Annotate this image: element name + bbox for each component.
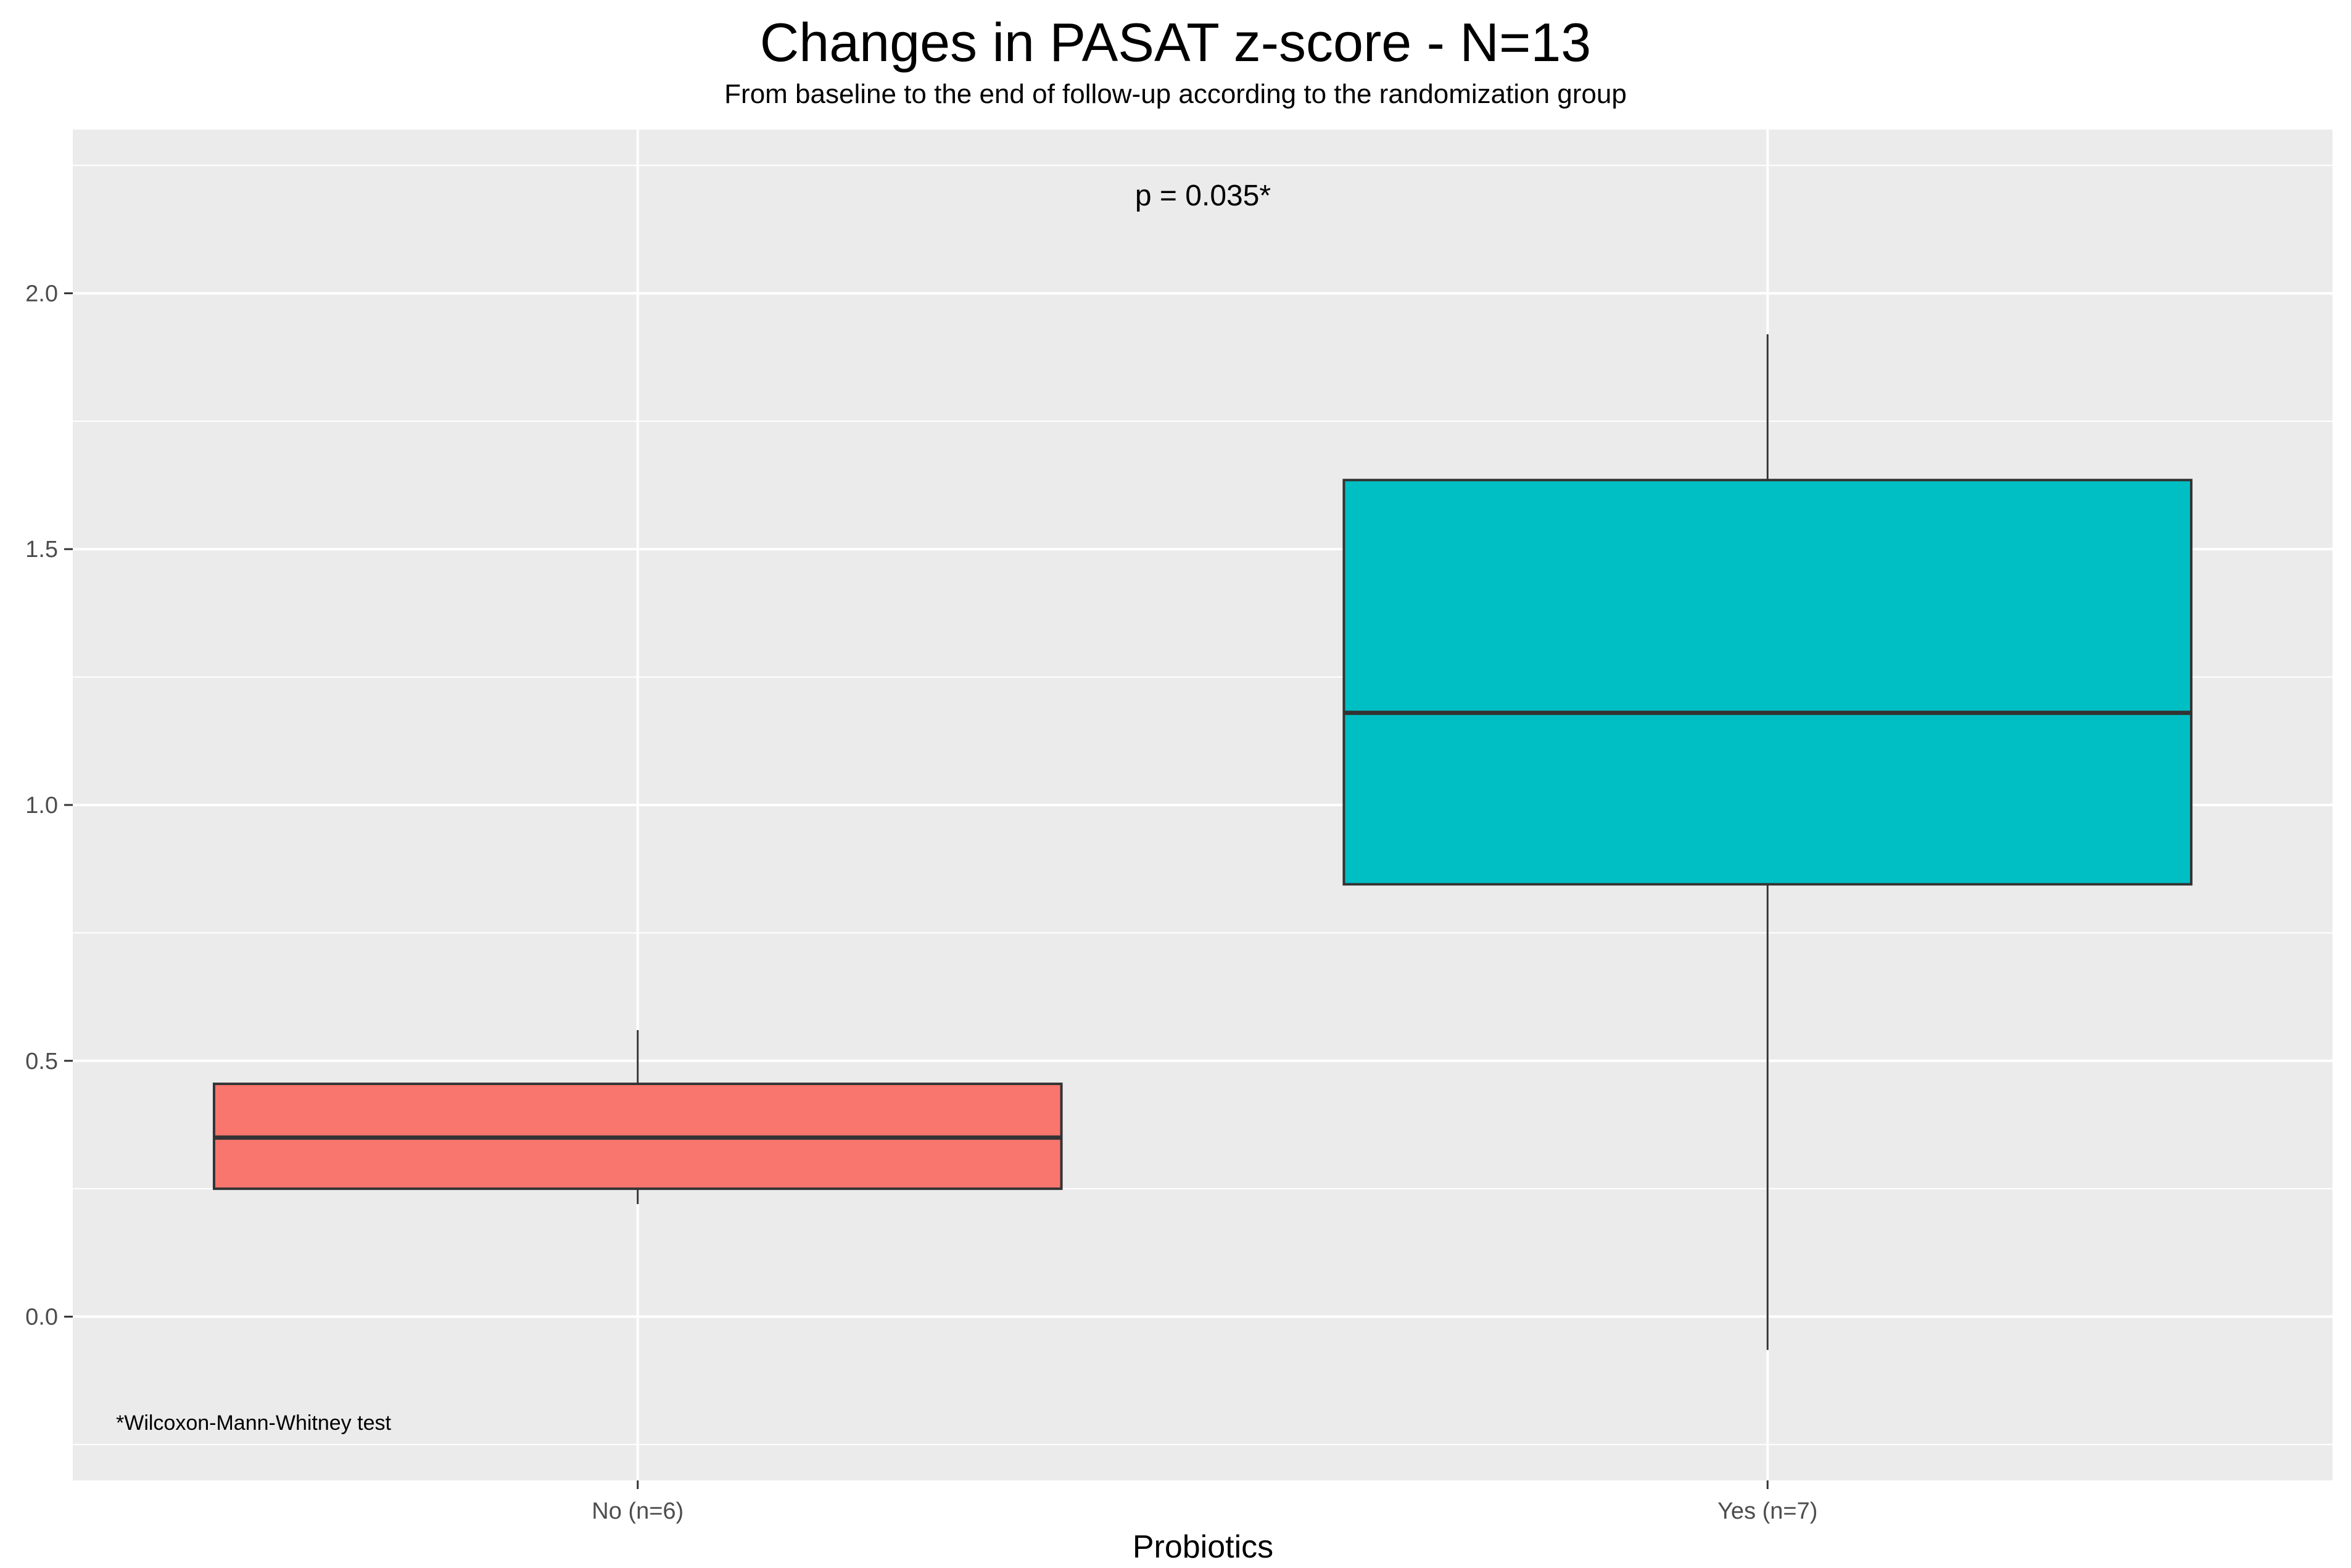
box-no (212, 1030, 1063, 1205)
y-axis: 0.0 0.5 1.0 1.5 2.0 (25, 281, 73, 1331)
y-tick-label: 1.0 (25, 793, 58, 819)
x-tick-label: No (n=6) (592, 1498, 684, 1524)
chart-subtitle: From baseline to the end of follow-up ac… (724, 79, 1627, 109)
y-tick-label: 0.5 (25, 1049, 58, 1075)
y-tick-label: 2.0 (25, 281, 58, 307)
x-axis: No (n=6) Yes (n=7) (592, 1480, 1817, 1524)
box-group (212, 334, 2193, 1350)
box-body (1342, 479, 2193, 886)
x-tick-label: Yes (n=7) (1717, 1498, 1817, 1524)
box-yes (1342, 334, 2193, 1350)
p-value-annotation: p = 0.035* (1135, 179, 1271, 212)
x-axis-title: Probiotics (1133, 1529, 1273, 1565)
y-tick-label: 0.0 (25, 1305, 58, 1331)
footnote: *Wilcoxon-Mann-Whitney test (116, 1411, 391, 1435)
y-tick-label: 1.5 (25, 537, 58, 563)
chart-title: Changes in PASAT z-score - N=13 (759, 12, 1592, 73)
